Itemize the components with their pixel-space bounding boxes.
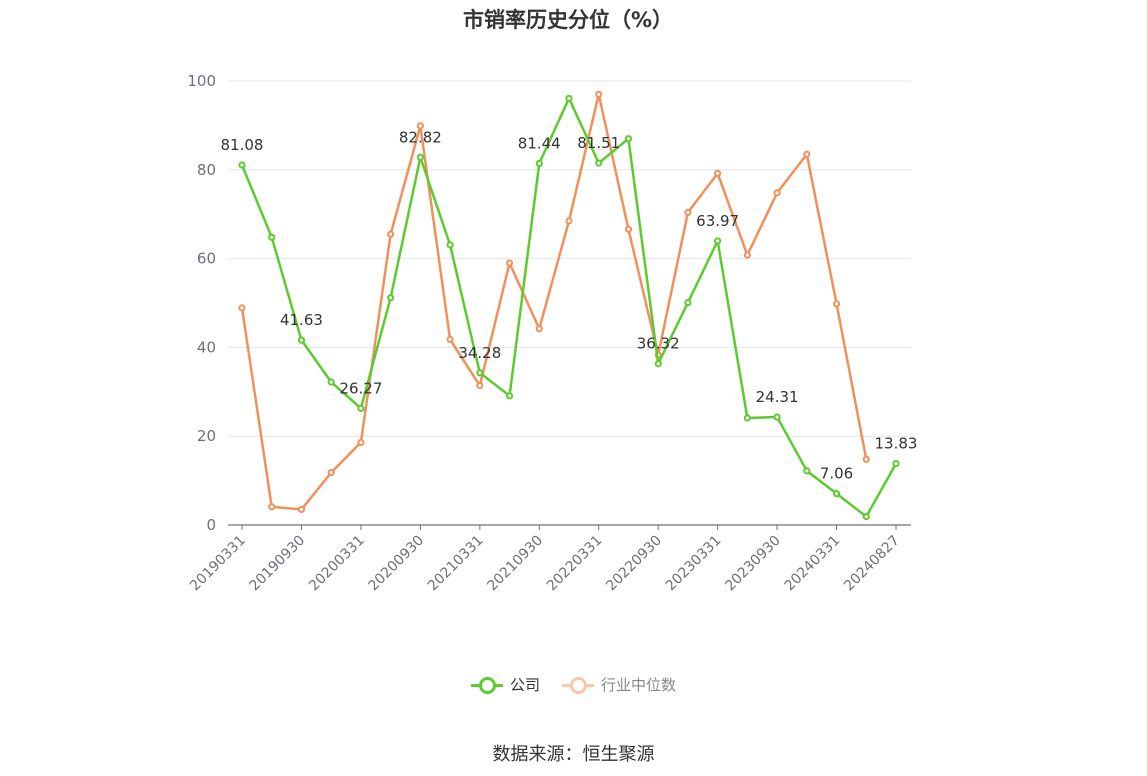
x-tick-label: 20210930 [484,533,546,595]
data-point-company[interactable] [238,161,246,169]
x-tick-label: 20230930 [722,533,784,595]
grid-lines [228,80,911,437]
data-label-company: 7.06 [820,465,853,483]
y-tick-label: 100 [187,72,216,90]
data-point-industry[interactable] [684,208,692,217]
data-point-industry[interactable] [416,122,424,130]
data-point-company[interactable] [654,360,662,368]
x-tick-label: 20220930 [603,533,665,595]
data-point-company[interactable] [624,135,633,143]
chart-title: 市销率历史分位（%） [462,8,674,32]
data-point-company[interactable] [595,159,603,167]
y-tick-label: 60 [197,250,216,268]
data-point-company[interactable] [327,378,335,386]
data-point-company[interactable] [416,153,424,161]
data-point-company[interactable] [743,414,751,422]
legend-item-company[interactable]: 公司 [470,674,540,695]
data-point-company[interactable] [387,294,395,302]
x-tick-label: 20220331 [544,533,606,595]
y-tick-label: 0 [206,516,216,534]
data-point-company[interactable] [565,94,573,102]
data-label-company: 82.82 [399,128,442,146]
series-layer [238,90,900,521]
x-tick-label: 20190331 [187,533,249,595]
data-point-company[interactable] [684,298,692,307]
data-point-industry[interactable] [832,300,841,308]
data-label-company: 13.83 [875,435,918,453]
data-label-company: 36.32 [637,335,680,353]
data-labels: 81.08 41.63 26.27 82.82 34.28 81.44 81.51 36.32… [221,128,918,482]
data-point-company[interactable] [714,237,722,245]
x-tick-label: 20190930 [247,533,309,595]
x-tick-label: 20230331 [663,533,725,595]
data-point-company[interactable] [505,392,514,400]
data-point-company[interactable] [892,459,900,468]
data-point-industry[interactable] [743,251,751,259]
y-tick-label: 40 [197,338,216,356]
data-point-company[interactable] [773,413,781,421]
data-point-industry[interactable] [773,189,781,197]
x-tick-label: 20210331 [425,533,487,595]
data-point-industry[interactable] [238,304,246,312]
data-point-company[interactable] [297,336,306,344]
data-label-company: 63.97 [696,212,739,230]
legend-label-company: 公司 [509,676,540,694]
data-point-company[interactable] [832,490,841,498]
data-point-company[interactable] [862,512,870,521]
data-point-industry[interactable] [803,150,811,158]
data-point-industry[interactable] [714,169,722,177]
data-point-industry[interactable] [446,335,454,344]
data-point-industry[interactable] [327,469,335,477]
data-label-company: 26.27 [339,379,382,397]
data-point-industry[interactable] [476,381,484,390]
data-point-industry[interactable] [357,438,365,447]
series-line-industry [240,93,868,511]
data-point-industry[interactable] [387,230,395,238]
data-point-industry[interactable] [268,503,276,511]
data-point-industry[interactable] [595,90,603,98]
data-point-industry[interactable] [535,325,543,333]
data-label-company: 81.44 [518,134,561,152]
data-point-company[interactable] [476,369,484,377]
legend-label-industry: 行业中位数 [601,676,677,694]
data-label-company: 24.31 [756,388,799,406]
data-point-industry[interactable] [297,505,306,514]
legend-item-industry[interactable]: 行业中位数 [562,674,676,695]
y-tick-label: 80 [197,161,216,179]
data-point-industry[interactable] [565,217,573,225]
data-point-industry[interactable] [862,455,870,463]
data-point-company[interactable] [803,467,811,475]
data-point-company[interactable] [357,404,365,412]
y-tick-label: 20 [197,427,216,445]
data-point-industry[interactable] [624,225,633,233]
data-label-company: 34.28 [458,344,501,362]
legend-marker-industry-icon [562,675,594,695]
x-tick-label: 20200930 [365,533,427,595]
data-point-company[interactable] [535,159,543,168]
x-tick-label: 20240331 [782,533,844,595]
data-label-company: 81.51 [577,134,620,152]
data-label-company: 81.08 [221,136,264,154]
data-point-company[interactable] [268,233,276,241]
data-label-company: 41.63 [280,311,323,329]
x-tick-label: 20240827 [841,533,903,595]
data-point-company[interactable] [446,241,454,249]
data-source: 数据来源：恒生聚源 [492,744,655,765]
legend-marker-company-icon [470,675,503,695]
x-tick-label: 20200331 [306,533,368,595]
legend: 公司 行业中位数 [0,674,1147,695]
series-line-company [240,97,898,518]
data-point-industry[interactable] [505,259,514,267]
